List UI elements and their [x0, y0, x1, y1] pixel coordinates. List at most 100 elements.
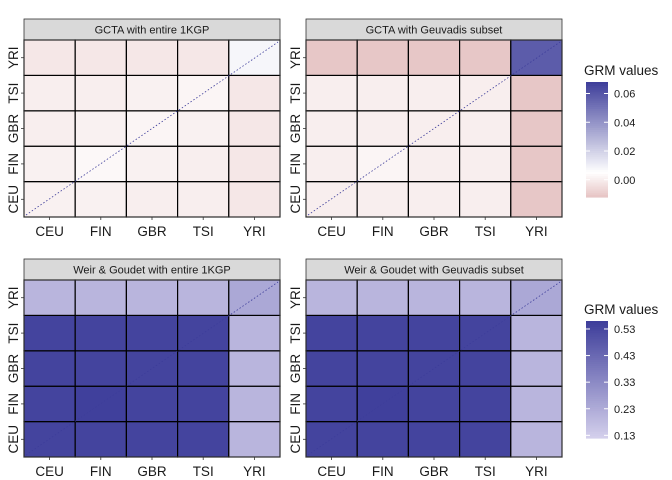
heatmap-cell-tsi-ceu	[305, 314, 358, 352]
legend-1: GRM values 0.06 0.04 0.02 0.00	[584, 63, 659, 198]
heatmap-cell-ceu-tsi	[177, 421, 230, 458]
heatmap-cell-fin-ceu	[23, 145, 76, 183]
heatmap-cell-tsi-fin	[356, 314, 410, 352]
legend-colorbar-slice	[586, 321, 608, 324]
legend-colorbar-slice	[586, 189, 608, 192]
heatmap-cell-tsi-gbr	[125, 74, 179, 112]
heatmap-cell-gbr-tsi	[177, 350, 230, 387]
legend-colorbar-slice	[586, 358, 608, 361]
legend-colorbar-slice	[586, 166, 608, 169]
y-tick-label: GBR	[288, 114, 303, 144]
legend-colorbar-slice	[586, 105, 608, 108]
y-tick-label: GBR	[288, 354, 303, 384]
legend-colorbar-slice	[586, 418, 608, 422]
legend-colorbar-slice	[586, 330, 608, 334]
heatmap-cell-fin-yri	[228, 145, 281, 183]
heatmap-cell-ceu-yri	[228, 181, 281, 218]
legend-colorbar-slice	[586, 387, 608, 390]
heatmap-cell-gbr-ceu	[305, 350, 358, 387]
heatmap-cell-ceu-gbr	[125, 421, 179, 458]
legend-colorbar-slice	[586, 363, 608, 367]
panel-title: GCTA with Geuvadis subset	[366, 25, 503, 37]
heatmap-panel-4: Weir & Goudet with Geuvadis subset CEU FIN…	[288, 258, 563, 479]
heatmap-cell-tsi-fin	[74, 314, 127, 352]
legend-colorbar-slice	[586, 346, 608, 349]
legend-colorbar-slice	[586, 129, 608, 133]
heatmap-cell-fin-gbr	[407, 145, 461, 183]
legend-colorbar-slice	[586, 83, 608, 87]
legend-colorbar-slice	[586, 97, 608, 100]
legend-colorbar-slice	[586, 143, 608, 146]
legend-colorbar-slice	[586, 389, 608, 392]
legend-colorbar-slice	[586, 160, 608, 164]
heatmap-cell-gbr-gbr	[125, 110, 179, 147]
x-tick-label: TSI	[193, 464, 214, 479]
heatmap-cell-yri-tsi	[459, 279, 512, 317]
legend-colorbar-slice	[586, 400, 608, 404]
legend-colorbar-slice	[586, 338, 608, 342]
heatmap-cell-yri-gbr	[125, 279, 179, 317]
legend-colorbar-slice	[586, 375, 608, 379]
heatmap-cell-gbr-yri	[228, 350, 281, 387]
legend-tick-label: 0.53	[614, 324, 635, 336]
x-tick-label: TSI	[475, 464, 496, 479]
x-tick-label: YRI	[243, 224, 266, 239]
legend-tick-label: 0.04	[614, 117, 635, 129]
heatmap-cell-gbr-ceu	[305, 110, 358, 147]
heatmap-cell-gbr-yri	[510, 350, 563, 387]
heatmap-cell-fin-tsi	[177, 385, 230, 423]
y-tick-label: CEU	[6, 185, 21, 214]
heatmap-cell-gbr-yri	[510, 110, 563, 147]
heatmap-cell-yri-fin	[74, 39, 127, 77]
y-tick-label: YRI	[6, 46, 21, 69]
legend-colorbar-slice	[586, 326, 608, 330]
heatmap-cell-yri-tsi	[177, 39, 230, 77]
x-tick-label: CEU	[317, 224, 346, 239]
y-tick-label: FIN	[288, 153, 303, 175]
heatmap-cell-ceu-yri	[228, 421, 281, 458]
legend-colorbar-slice	[586, 93, 608, 97]
legend-title: GRM values	[584, 302, 659, 317]
heatmap-cell-yri-ceu	[23, 279, 76, 317]
legend-colorbar-slice	[586, 324, 608, 328]
legend-colorbar-slice	[586, 356, 608, 359]
heatmap-cell-fin-fin	[356, 385, 410, 423]
heatmap-cell-fin-yri	[228, 385, 281, 423]
heatmap-cell-ceu-yri	[510, 421, 563, 458]
legend-colorbar-slice	[586, 436, 608, 439]
y-tick-label: CEU	[6, 425, 21, 454]
legend-tick-label: 0.23	[614, 404, 635, 416]
legend-colorbar-slice	[586, 87, 608, 91]
heatmap-cell-yri-fin	[356, 279, 410, 317]
heatmap-cell-gbr-fin	[356, 350, 410, 387]
heatmap-cell-yri-gbr	[407, 39, 461, 77]
heatmap-cell-fin-tsi	[459, 385, 512, 423]
legend-colorbar-slice	[586, 371, 608, 375]
legend-colorbar-slice	[586, 120, 608, 123]
legend-colorbar-slice	[586, 385, 608, 388]
legend-colorbar-slice	[586, 95, 608, 98]
legend-colorbar-slice	[586, 360, 608, 363]
legend-tick-label: 0.13	[614, 430, 635, 442]
legend-colorbar-slice	[586, 133, 608, 137]
x-tick-label: GBR	[137, 464, 167, 479]
heatmap-cell-gbr-gbr	[407, 110, 461, 147]
y-tick-label: FIN	[6, 153, 21, 175]
heatmap-cell-yri-ceu	[305, 279, 358, 317]
legend-colorbar-slice	[586, 377, 608, 381]
x-tick-label: CEU	[35, 224, 64, 239]
legend-colorbar-slice	[586, 367, 608, 371]
heatmap-cell-yri-fin	[74, 279, 127, 317]
heatmap-cell-gbr-fin	[356, 110, 410, 147]
legend-2: GRM values 0.53 0.43 0.33 0.23 0.13	[584, 302, 659, 442]
legend-tick-label: 0.43	[614, 351, 635, 363]
y-tick-label: CEU	[288, 425, 303, 454]
heatmap-cell-gbr-ceu	[23, 350, 76, 387]
legend-colorbar-slice	[586, 128, 608, 131]
heatmap-cell-tsi-ceu	[305, 74, 358, 112]
legend-colorbar-slice	[586, 141, 608, 144]
legend-colorbar-slice	[586, 147, 608, 150]
heatmap-cell-fin-ceu	[305, 145, 358, 183]
legend-colorbar-slice	[586, 124, 608, 127]
legend-colorbar-slice	[586, 344, 608, 347]
